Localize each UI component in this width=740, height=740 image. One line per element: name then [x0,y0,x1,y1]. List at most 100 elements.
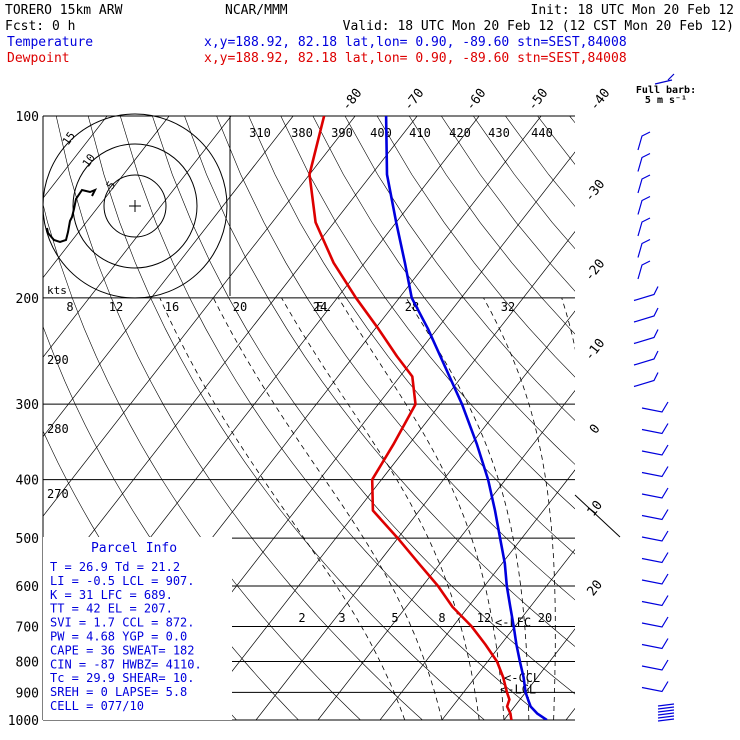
dry-adiabat [152,116,575,695]
barb-legend-icon [654,73,675,85]
dry-adiabat-lines [43,116,575,720]
wind-barb [641,552,669,564]
wind-barb [641,466,669,478]
mixing-ratio-label: 24 [313,300,327,314]
isotherm [317,389,575,720]
pressure-tick-label: 800 [16,655,39,670]
mixing-ratio-label: 20 [233,300,247,314]
dry-adiabat [312,116,575,465]
dry-adiabat [184,116,575,647]
parcel-info-row: CIN = -87 HWBZ= 4110. [50,657,202,671]
mixing-ratio-label: 32 [501,300,515,314]
hodograph-center-icon [129,200,141,212]
dry-adiabat [376,116,575,378]
temperature-tick-label: -60 [463,86,489,114]
wind-barb [641,573,669,585]
wind-barb [641,487,669,499]
isotherm [379,469,575,720]
mixing-ratio-label: 8 [66,300,73,314]
temperature-tick-label: -50 [525,86,551,114]
wind-barb [633,329,659,345]
moist-adiabat [281,297,480,720]
wind-barb [657,706,675,710]
theta-level-label: 280 [47,422,69,436]
parcel-info-row: T = 26.9 Td = 21.2 [50,560,180,574]
hodograph-ring-10 [72,143,198,269]
wind-barb [641,681,669,693]
temperature-tick-label: 10 [585,498,606,520]
parcel-info-row: PW = 4.68 YGP = 0.0 [50,630,187,644]
dewpoint-row-label: Dewpoint [7,51,70,66]
isotherm [690,116,740,720]
isotherm [441,548,575,720]
dry-adiabat [408,116,575,335]
wind-barb [637,131,651,151]
theta-level-label: 270 [47,487,69,501]
hodograph-ring-5 [103,174,167,238]
pressure-tick-label: 900 [16,686,39,701]
temperature-tick-label: 0 [587,422,604,437]
wind-barb [641,530,669,542]
temperature-tick-label: -70 [401,86,427,114]
forecast-hour: Fcst: 0 h [5,19,75,34]
parcel-info-row: LI = -0.5 LCL = 907. [50,574,195,588]
moist-adiabat [337,297,505,720]
wind-barb [633,350,659,366]
theta-label: 410 [409,126,431,140]
temperature-tick-label: -20 [582,257,608,285]
wind-barb [657,709,675,713]
wind-barb [641,423,669,435]
isotherm [255,310,575,720]
hodograph: 15 10 5 kts [42,113,228,299]
dry-adiabat [87,116,485,720]
wind-barb [637,174,651,194]
wind-barb [633,372,659,388]
isotherm [628,116,740,720]
wind-barb [657,712,675,716]
hodograph-ring-label: 15 [60,129,78,147]
isotherm [43,116,170,279]
mixing-ratio-label: 12 [477,611,491,625]
wind-barb [637,238,651,258]
parcel-info-row: TT = 42 EL = 207. [50,602,173,616]
isotherm [43,116,294,438]
hodograph-ring-15 [42,113,228,299]
hodograph-ring-label: 10 [80,151,98,169]
theta-label: 430 [488,126,510,140]
pressure-tick-label: 600 [16,580,39,595]
wind-barb [637,260,651,280]
moist-adiabat [483,297,556,720]
moist-adiabat [405,297,530,720]
theta-label: 400 [370,126,392,140]
dry-adiabat [248,116,575,555]
theta-label: 380 [291,126,313,140]
barb-legend-unit: 5 m s⁻¹ [645,95,687,106]
dry-adiabat [344,116,575,421]
wind-barb [641,595,669,607]
isotherm [193,230,575,720]
parcel-info-box: Parcel Info T = 26.9 Td = 21.2LI = -0.5 … [43,537,232,720]
init-time: Init: 18 UTC Mon 20 Feb 12 [531,3,735,18]
mixing-ratio-label: 16 [165,300,179,314]
parcel-level-label: EL [316,300,330,314]
pressure-tick-label: 1000 [8,714,39,729]
theta-label: 420 [449,126,471,140]
parcel-info-row: SREH = 0 LAPSE= 5.8 [50,685,187,699]
temperature-row-label: Temperature [7,35,93,50]
mixing-ratio-label: 3 [338,611,345,625]
barb-legend: Full barb: 5 m s⁻¹ [636,73,696,106]
theta-label: 310 [249,126,271,140]
theta-level-label: 290 [47,353,69,367]
hodograph-ring-label: 5 [104,179,118,192]
mixing-ratio-label: 8 [438,611,445,625]
dewpoint-row-location: x,y=188.92, 82.18 lat,lon= 0.90, -89.60 … [204,51,627,66]
hodograph-trace [46,188,98,244]
wind-barb [637,195,651,215]
isotherm [43,116,232,358]
pressure-tick-label: 700 [16,620,39,635]
dry-adiabat [216,116,575,601]
dry-adiabat [473,116,575,250]
barb-legend-title: Full barb: [636,85,696,96]
wind-barb [657,718,675,722]
